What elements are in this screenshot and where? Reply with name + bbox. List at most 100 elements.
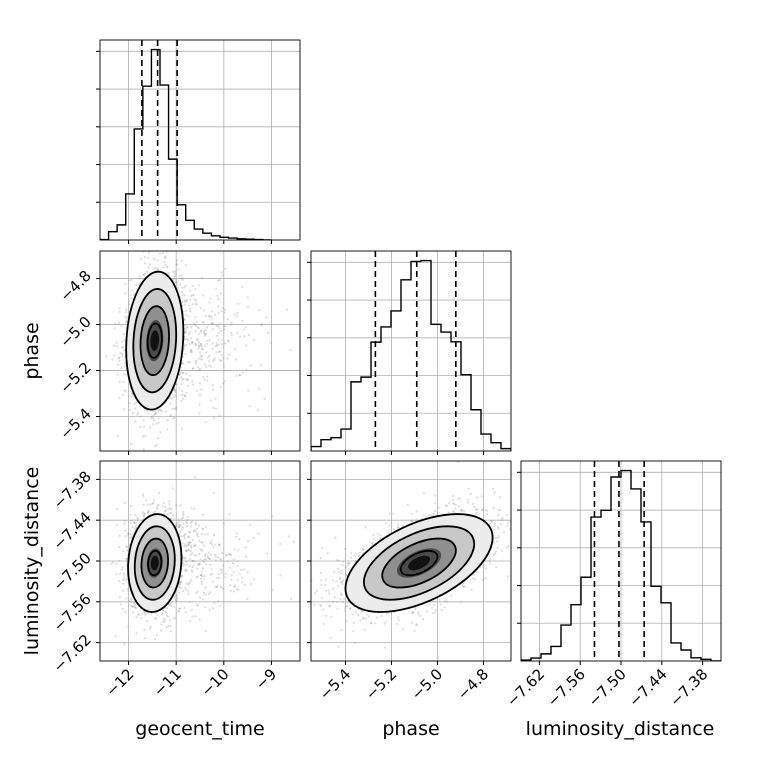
scatter-point [380, 615, 382, 617]
scatter-point [226, 554, 228, 556]
scatter-point [208, 301, 210, 303]
scatter-point [201, 355, 203, 357]
scatter-point [232, 562, 234, 564]
scatter-point [116, 508, 118, 510]
scatter-point [226, 357, 228, 359]
scatter-point [144, 262, 146, 264]
scatter-point [114, 323, 116, 325]
scatter-point [157, 437, 159, 439]
scatter-point [218, 339, 220, 341]
scatter-point [231, 334, 233, 336]
scatter-point [182, 294, 184, 296]
scatter-point [223, 522, 225, 524]
scatter-point [176, 259, 178, 261]
scatter-point [191, 552, 193, 554]
scatter-point [221, 343, 223, 345]
scatter-point [177, 518, 179, 520]
scatter-point [165, 506, 167, 508]
scatter-point [189, 620, 191, 622]
scatter-point [113, 345, 115, 347]
scatter-point [202, 348, 204, 350]
scatter-point [233, 548, 235, 550]
scatter-point [125, 311, 127, 313]
scatter-point [199, 382, 201, 384]
scatter-point [182, 542, 184, 544]
scatter-point [205, 526, 207, 528]
scatter-point [144, 217, 146, 219]
scatter-point [134, 606, 136, 608]
scatter-point [211, 573, 213, 575]
hist-panel-geocent_time [96, 40, 300, 240]
scatter-point [184, 607, 186, 609]
scatter-point [196, 528, 198, 530]
scatter-point [139, 275, 141, 277]
scatter-point [247, 571, 249, 573]
scatter-point [215, 345, 217, 347]
scatter-point [210, 318, 212, 320]
scatter-point [236, 588, 238, 590]
scatter-point [199, 368, 201, 370]
scatter-point [116, 345, 118, 347]
histogram-step-phase [311, 261, 511, 451]
scatter-point [160, 623, 162, 625]
scatter-point [123, 389, 125, 391]
scatter-point [215, 407, 217, 409]
scatter-point [116, 341, 118, 343]
scatter-point [494, 491, 496, 493]
scatter-point [344, 610, 346, 612]
scatter-point [208, 360, 210, 362]
scatter-point [148, 252, 150, 254]
scatter-point [160, 629, 162, 631]
scatter-content [98, 197, 291, 461]
scatter-point [164, 240, 166, 242]
scatter-point [225, 573, 227, 575]
scatter-point [216, 351, 218, 353]
scatter-point [198, 327, 200, 329]
scatter-point [157, 417, 159, 419]
scatter-point [204, 587, 206, 589]
scatter-point [220, 292, 222, 294]
scatter-point [174, 597, 176, 599]
scatter-point [205, 421, 207, 423]
scatter-point [124, 611, 126, 613]
scatter-point [151, 415, 153, 417]
scatter-point [192, 303, 194, 305]
scatter-point [190, 337, 192, 339]
scatter-point [197, 348, 199, 350]
scatter-point [165, 264, 167, 266]
scatter-point [144, 256, 146, 258]
scatter-point [121, 346, 123, 348]
scatter-point [220, 330, 222, 332]
scatter-point [156, 444, 158, 446]
scatter-point [194, 615, 196, 617]
scatter-point [197, 366, 199, 368]
scatter-point [170, 602, 172, 604]
scatter-point [198, 358, 200, 360]
scatter-point [180, 504, 182, 506]
scatter-point [144, 612, 146, 614]
scatter-point [192, 539, 194, 541]
scatter-point [181, 528, 183, 530]
scatter-point [147, 511, 149, 513]
scatter-point [195, 524, 197, 526]
scatter-point [121, 353, 123, 355]
scatter-point [237, 579, 239, 581]
scatter-point [203, 561, 205, 563]
scatter-point [180, 400, 182, 402]
scatter-point [206, 340, 208, 342]
scatter-point [156, 504, 158, 506]
scatter-point [181, 586, 183, 588]
scatter-point [222, 307, 224, 309]
scatter-point [135, 525, 137, 527]
scatter-point [204, 363, 206, 365]
scatter-point [167, 224, 169, 226]
scatter-point [119, 596, 121, 598]
scatter-point [124, 520, 126, 522]
scatter-point [271, 589, 273, 591]
scatter-point [497, 537, 499, 539]
scatter-point [152, 410, 154, 412]
scatter-point [221, 339, 223, 341]
scatter-point [222, 588, 224, 590]
scatter-point [187, 385, 189, 387]
